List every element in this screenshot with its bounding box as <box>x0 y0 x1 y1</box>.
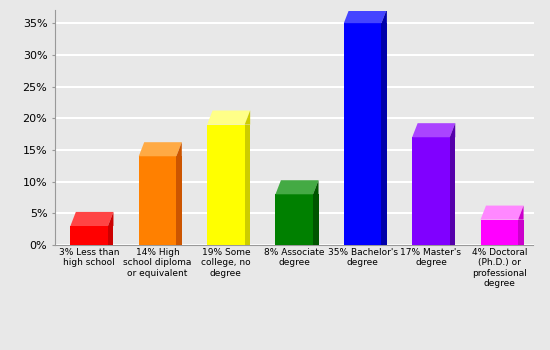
Bar <box>313 194 318 245</box>
Polygon shape <box>450 123 455 137</box>
Bar <box>450 137 455 245</box>
Bar <box>276 194 313 245</box>
Bar <box>70 226 108 245</box>
Polygon shape <box>518 205 524 220</box>
Polygon shape <box>207 111 250 125</box>
Bar <box>344 23 381 245</box>
Polygon shape <box>108 212 113 226</box>
Bar <box>177 156 182 245</box>
Polygon shape <box>245 111 250 125</box>
Polygon shape <box>276 180 318 194</box>
Bar <box>139 156 177 245</box>
Polygon shape <box>139 142 182 156</box>
Polygon shape <box>344 9 387 23</box>
Bar <box>518 220 524 245</box>
Polygon shape <box>481 205 524 220</box>
Polygon shape <box>412 123 455 137</box>
Bar <box>245 125 250 245</box>
Bar <box>108 226 113 245</box>
Bar <box>381 23 387 245</box>
Polygon shape <box>70 212 113 226</box>
Bar <box>412 137 450 245</box>
Polygon shape <box>177 142 182 156</box>
Polygon shape <box>381 9 387 23</box>
Bar <box>481 220 518 245</box>
Polygon shape <box>313 180 318 194</box>
Bar <box>207 125 245 245</box>
